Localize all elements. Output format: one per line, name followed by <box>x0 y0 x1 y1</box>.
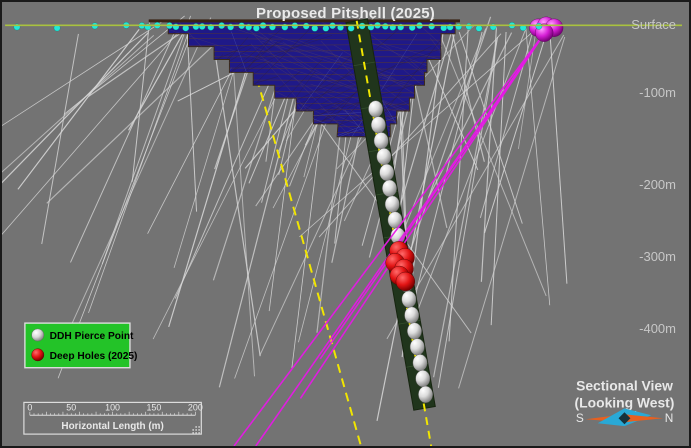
svg-text:(Looking West): (Looking West) <box>575 394 675 410</box>
svg-text:100: 100 <box>105 402 120 412</box>
svg-text:N: N <box>665 411 674 425</box>
svg-text:Sectional View: Sectional View <box>576 378 673 394</box>
svg-text:DDH Pierce Point: DDH Pierce Point <box>50 331 134 342</box>
svg-text:150: 150 <box>146 402 161 412</box>
svg-text:0: 0 <box>27 402 32 412</box>
svg-text:50: 50 <box>66 402 76 412</box>
svg-text:S: S <box>576 411 584 425</box>
svg-text:Deep Holes (2025): Deep Holes (2025) <box>50 351 138 362</box>
svg-text:200: 200 <box>188 402 203 412</box>
svg-text:Horizontal Length (m): Horizontal Length (m) <box>61 421 163 432</box>
